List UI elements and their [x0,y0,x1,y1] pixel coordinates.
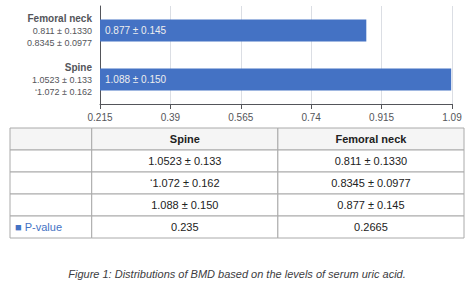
svg-text:0.877 ± 0.145: 0.877 ± 0.145 [337,199,404,211]
svg-text:0.811 ± 0.1330: 0.811 ± 0.1330 [33,26,92,36]
svg-text:1.0523 ± 0.133: 1.0523 ± 0.133 [148,155,221,167]
svg-text:Femoral neck: Femoral neck [335,133,407,145]
svg-text:■ P-value: ■ P-value [15,221,62,233]
svg-text:Spine: Spine [170,133,200,145]
svg-text:0.235: 0.235 [171,221,199,233]
svg-text:0.39: 0.39 [161,112,181,123]
svg-text:1.09: 1.09 [442,112,462,123]
svg-text:Femoral neck: Femoral neck [28,13,93,24]
svg-text:0.74: 0.74 [301,112,321,123]
svg-text:‘1.072 ± 0.162: ‘1.072 ± 0.162 [35,87,92,97]
svg-text:0.2665: 0.2665 [354,221,388,233]
svg-text:0.215: 0.215 [87,112,112,123]
svg-text:‘1.072 ± 0.162: ‘1.072 ± 0.162 [150,177,220,189]
svg-text:Spine: Spine [65,62,93,73]
svg-text:0.8345 ± 0.0977: 0.8345 ± 0.0977 [27,38,92,48]
svg-text:0.8345 ± 0.0977: 0.8345 ± 0.0977 [331,177,410,189]
svg-text:0.877 ± 0.145: 0.877 ± 0.145 [105,25,167,36]
svg-text:1.088 ± 0.150: 1.088 ± 0.150 [105,74,167,85]
svg-text:0.811 ± 0.1330: 0.811 ± 0.1330 [335,155,408,167]
svg-text:0.915: 0.915 [369,112,394,123]
svg-text:1.0523 ± 0.133: 1.0523 ± 0.133 [32,75,92,85]
svg-text:0.565: 0.565 [228,112,253,123]
svg-text:Figure 1: Distributions of BMD: Figure 1: Distributions of BMD based on … [68,268,405,280]
svg-text:1.088 ± 0.150: 1.088 ± 0.150 [151,199,218,211]
